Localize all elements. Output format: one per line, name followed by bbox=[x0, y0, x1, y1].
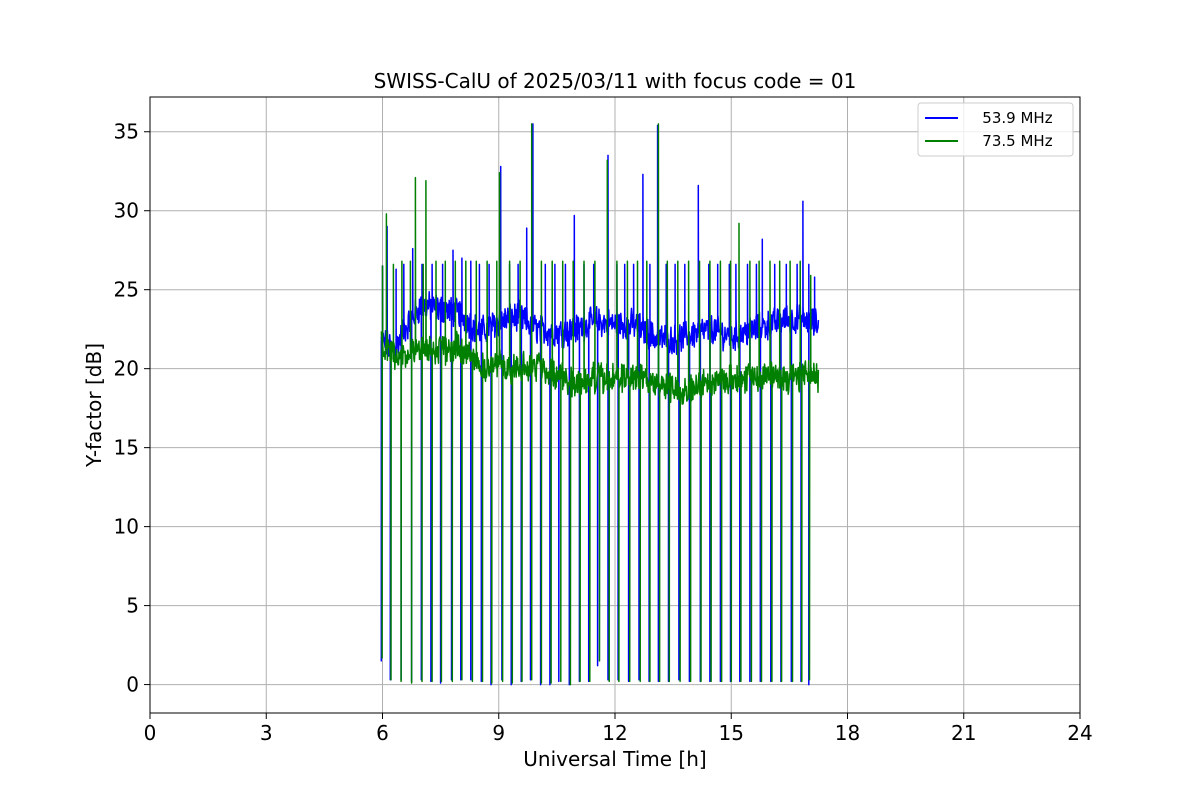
x-tick-label: 0 bbox=[144, 721, 157, 745]
x-tick-label: 3 bbox=[260, 721, 273, 745]
x-tick-label: 6 bbox=[376, 721, 389, 745]
x-tick-label: 18 bbox=[835, 721, 860, 745]
series-group bbox=[380, 123, 820, 686]
x-tick-label: 9 bbox=[492, 721, 505, 745]
x-tick-label: 12 bbox=[602, 721, 627, 745]
legend-box bbox=[917, 102, 1074, 157]
y-tick-label: 0 bbox=[126, 673, 139, 697]
y-tick-label: 20 bbox=[114, 357, 139, 381]
chart-title: SWISS-CalU of 2025/03/11 with focus code… bbox=[374, 69, 857, 93]
plot-area: 0 3 6 9 12 15 18 21 24 0 5 10 15 20 25 30 35 bbox=[114, 96, 1093, 745]
y-axis: 0 5 10 15 20 25 30 35 bbox=[114, 120, 150, 697]
series-line-1 bbox=[380, 123, 820, 686]
x-axis-label: Universal Time [h] bbox=[523, 747, 706, 771]
y-tick-label: 30 bbox=[114, 199, 139, 223]
series-line-0 bbox=[380, 123, 820, 686]
x-tick-label: 15 bbox=[719, 721, 744, 745]
legend: 53.9 MHz 73.5 MHz bbox=[917, 102, 1074, 157]
legend-label-0: 53.9 MHz bbox=[968, 109, 1053, 127]
y-tick-label: 5 bbox=[126, 594, 139, 618]
y-tick-label: 10 bbox=[114, 515, 139, 539]
x-axis: 0 3 6 9 12 15 18 21 24 bbox=[144, 713, 1093, 745]
y-tick-label: 15 bbox=[114, 436, 139, 460]
y-axis-label: Y-factor [dB] bbox=[82, 343, 106, 468]
y-tick-label: 25 bbox=[114, 278, 139, 302]
x-tick-label: 24 bbox=[1067, 721, 1092, 745]
x-tick-label: 21 bbox=[951, 721, 976, 745]
y-tick-label: 35 bbox=[114, 120, 139, 144]
legend-label-1: 73.5 MHz bbox=[968, 132, 1053, 150]
